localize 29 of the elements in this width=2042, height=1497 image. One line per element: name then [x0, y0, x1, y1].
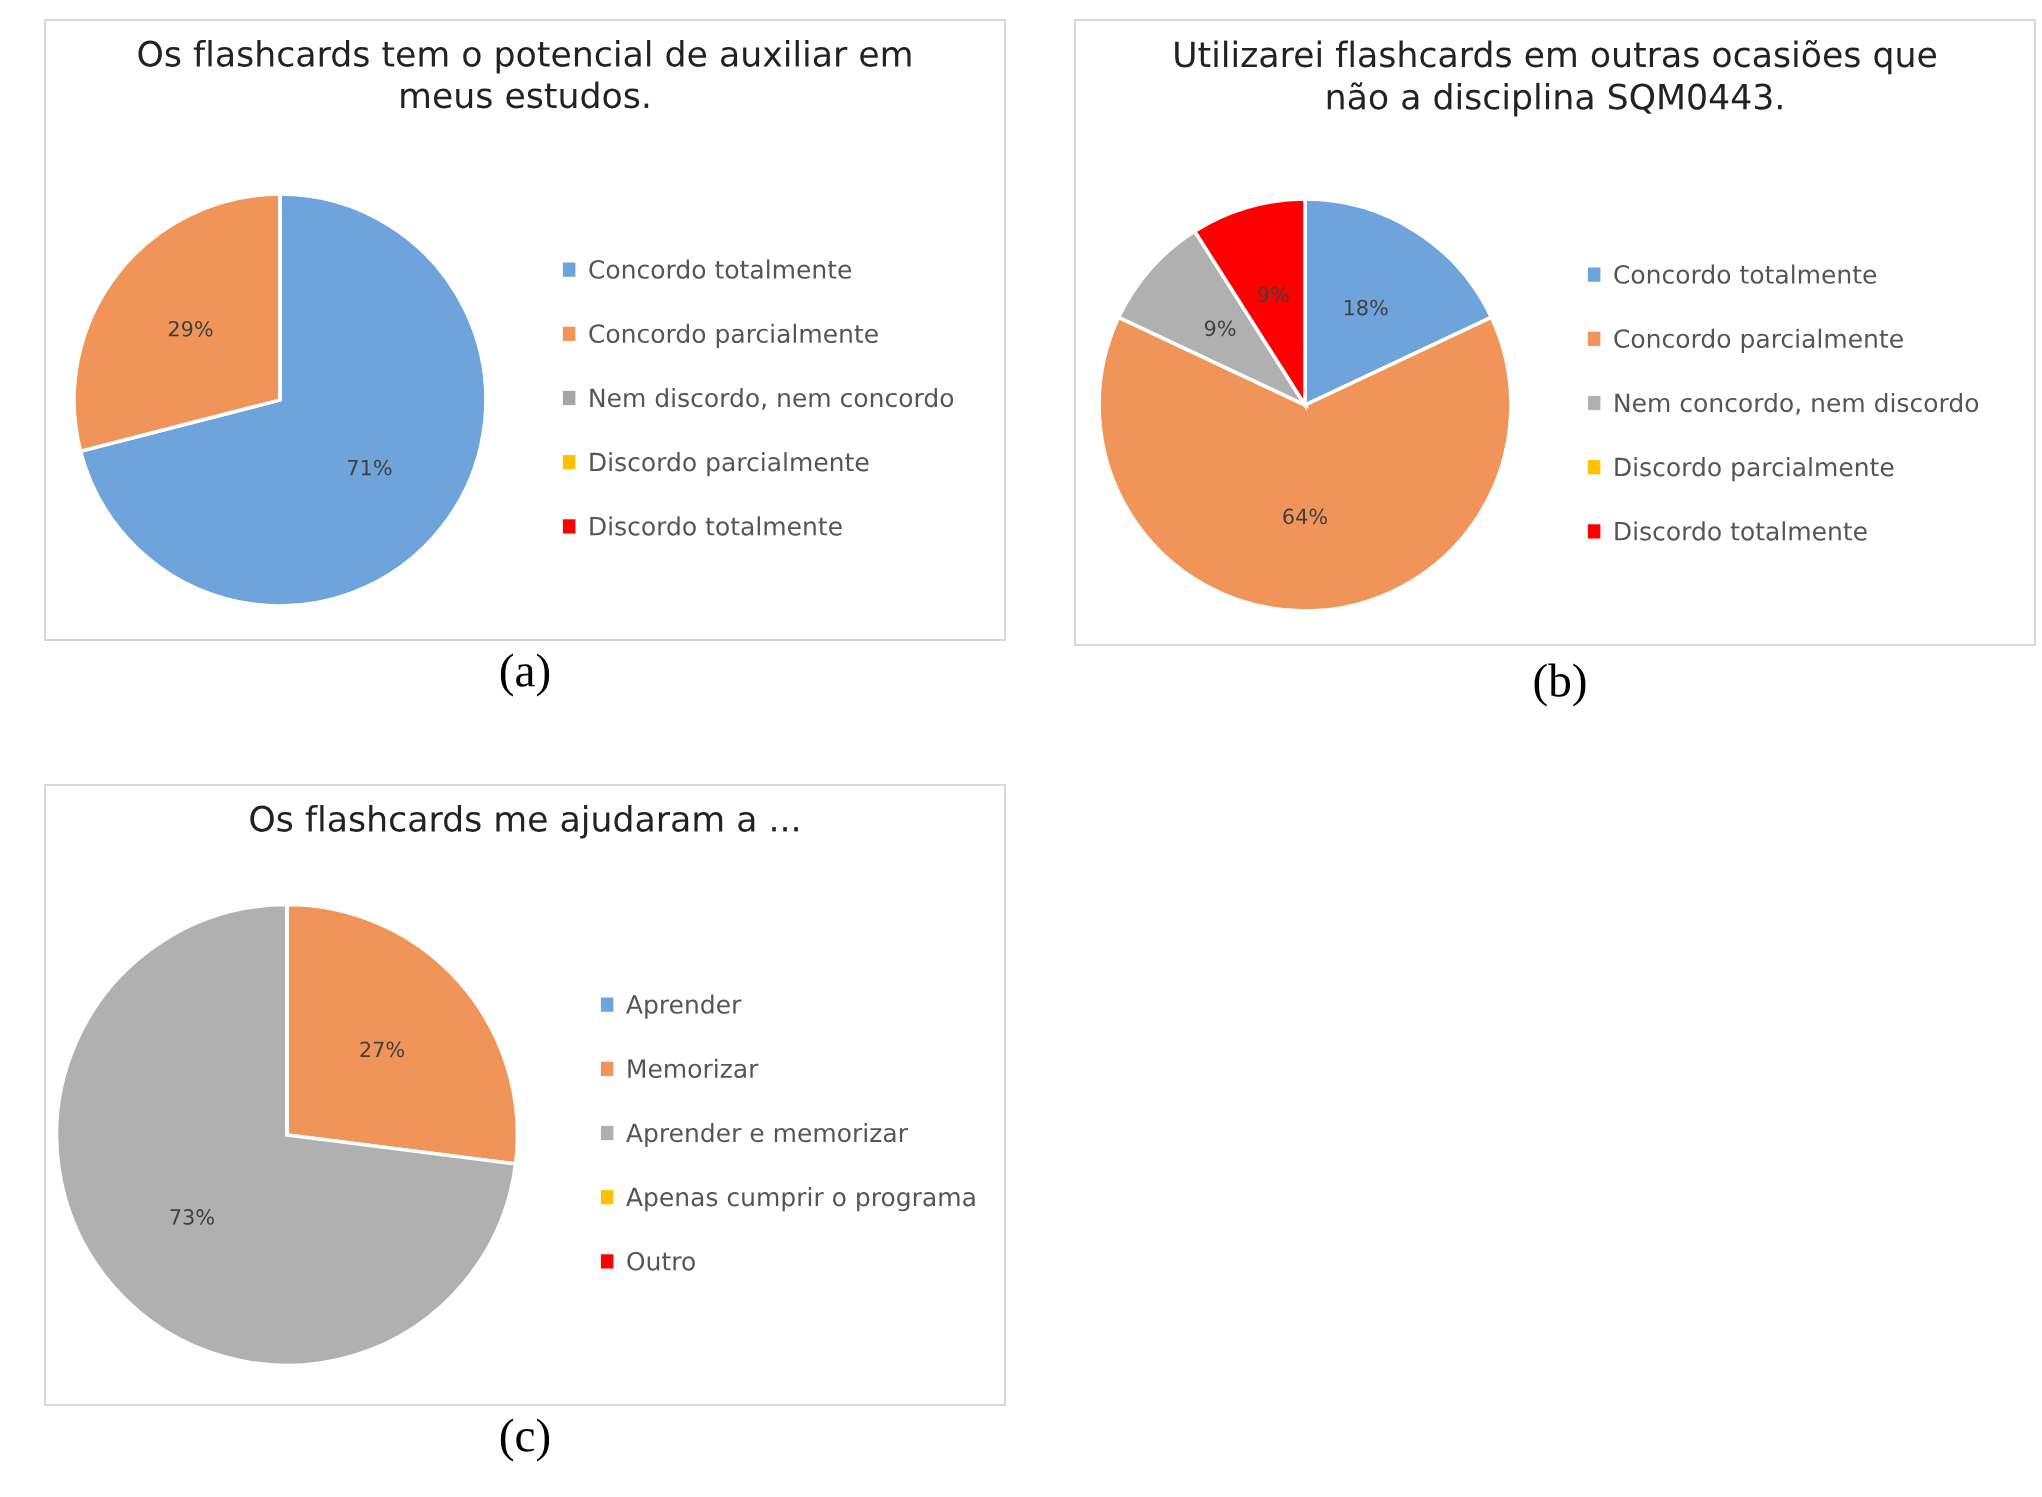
legend-label: Apenas cumprir o programa	[626, 1187, 975, 1212]
legend-label: Discordo totalmente	[590, 516, 842, 536]
legend-label: Concordo parcialmente	[589, 323, 878, 348]
legend-label: Discordo totalmente	[1615, 521, 1867, 541]
legend-label: Aprender	[626, 994, 742, 1019]
legend-label: Discordo parcialmente	[590, 452, 869, 477]
data-label: 29%	[168, 320, 213, 337]
text: (a)	[500, 653, 550, 697]
data-label: 9%	[1204, 320, 1236, 337]
data-label: 27%	[360, 1041, 405, 1058]
chart-title: Os flashcards me ajudaram a ...	[250, 805, 798, 839]
data-label: 73%	[170, 1209, 214, 1225]
legend-label: Nem concordo, nem discordo	[1615, 392, 1979, 415]
legend-label: Concordo parcialmente	[1614, 328, 1903, 353]
chart-title: Os flashcards tem o potencial de auxiliar em meus estudos.	[138, 40, 911, 109]
text: (b)	[1534, 663, 1586, 707]
legend-label: Discordo parcialmente	[1615, 457, 1894, 482]
data-label: 9%	[1258, 286, 1289, 303]
data-label: 18%	[1344, 299, 1388, 316]
legend-label: Outro	[627, 1251, 695, 1271]
legend-label: Concordo totalmente	[589, 259, 852, 279]
legend-label: Nem discordo, nem concordo	[590, 387, 954, 410]
text: (c)	[500, 1418, 550, 1462]
data-label: 71%	[348, 459, 392, 476]
legend-label: Concordo totalmente	[1614, 264, 1877, 284]
data-label: 64%	[1283, 508, 1327, 525]
legend-label: Memorizar	[628, 1058, 759, 1079]
chart-title: Utilizarei flashcards em outras ocasiões que não a disciplina SQM0443.	[1175, 40, 1937, 117]
legend-label: Aprender e memorizar	[626, 1122, 908, 1148]
